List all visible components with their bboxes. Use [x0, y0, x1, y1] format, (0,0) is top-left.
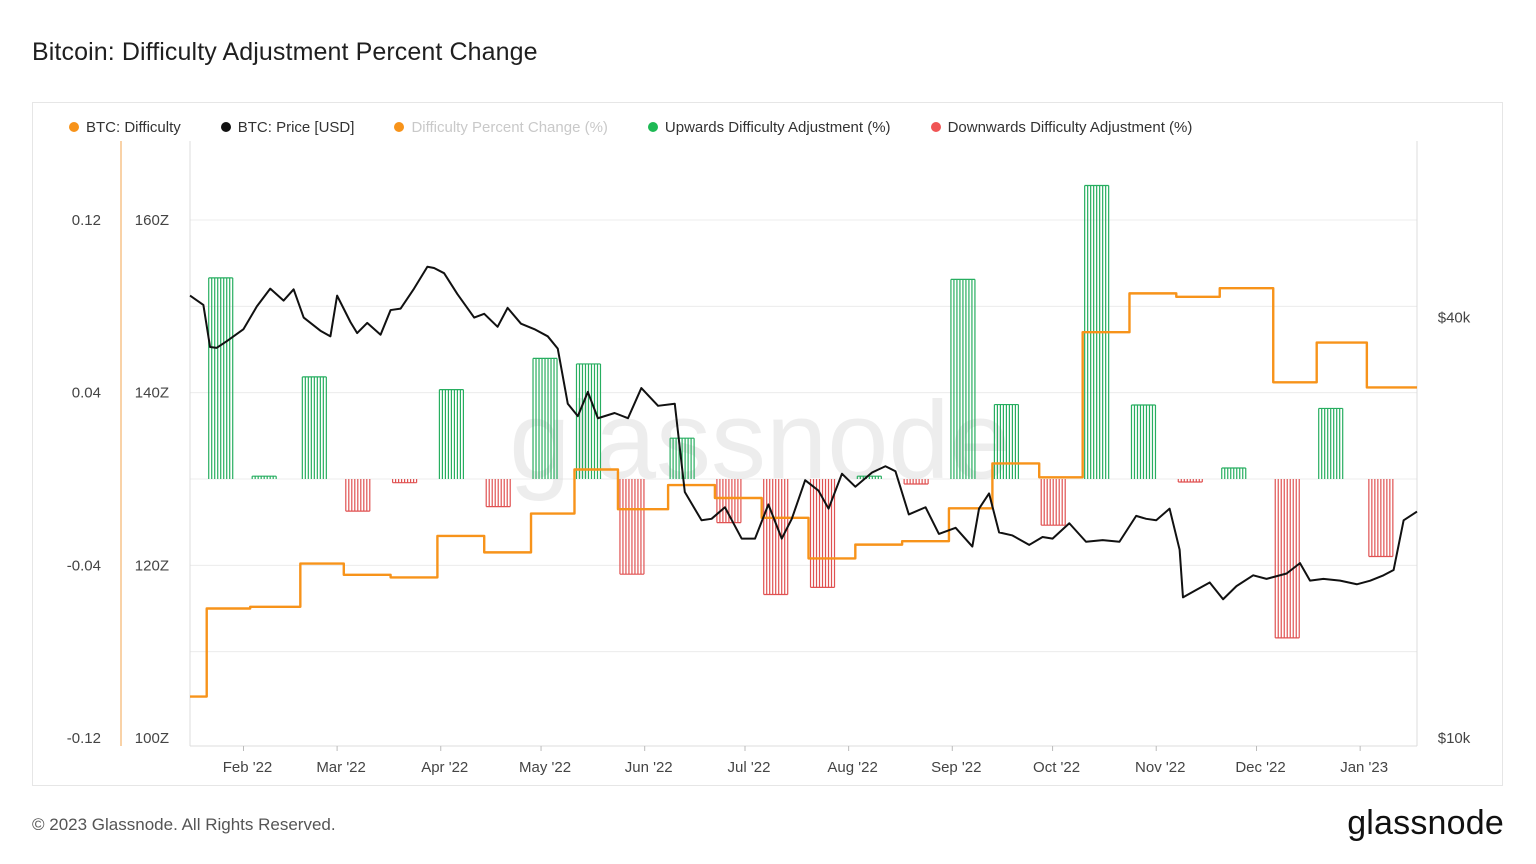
watermark: glassnode: [509, 379, 1011, 502]
legend-label: Downwards Difficulty Adjustment (%): [947, 118, 1193, 136]
chart-legend: BTC: Difficulty BTC: Price [USD] Difficu…: [69, 117, 1232, 137]
legend-dot-icon: [394, 122, 405, 132]
legend-item-price[interactable]: BTC: Price [USD]: [220, 118, 355, 136]
x-tick-label: Jul '22: [728, 759, 771, 776]
difficulty-tick-label: 140Z: [135, 385, 169, 402]
upward-adjustment-bar[interactable]: [532, 357, 558, 479]
downward-adjustment-bar[interactable]: [345, 479, 371, 512]
downward-adjustment-bar[interactable]: [809, 479, 836, 588]
difficulty-tick-label: 120Z: [135, 557, 169, 574]
x-tick-label: May '22: [519, 759, 571, 776]
upward-adjustment-bar[interactable]: [438, 389, 465, 479]
glassnode-logo: glassnode: [1347, 804, 1504, 842]
price-tick-label: $40k: [1438, 310, 1471, 327]
legend-item-percent-change[interactable]: Difficulty Percent Change (%): [394, 118, 608, 136]
legend-item-upwards[interactable]: Upwards Difficulty Adjustment (%): [647, 118, 891, 136]
legend-dot-icon: [930, 122, 941, 132]
price-tick-label: $10k: [1438, 730, 1471, 747]
percent-tick-label: 0.04: [72, 385, 101, 402]
chart-card: BTC: Difficulty BTC: Price [USD] Difficu…: [32, 102, 1503, 786]
downward-adjustment-bar[interactable]: [763, 479, 789, 596]
legend-label: Upwards Difficulty Adjustment (%): [664, 118, 891, 136]
upward-adjustment-bar[interactable]: [208, 277, 234, 479]
upward-adjustment-bar[interactable]: [950, 278, 976, 479]
legend-dot-icon: [220, 122, 231, 132]
upward-adjustment-bar[interactable]: [1221, 467, 1247, 479]
x-tick-label: Feb '22: [223, 759, 273, 776]
downward-adjustment-bar[interactable]: [619, 479, 645, 575]
downward-adjustment-bar[interactable]: [485, 479, 511, 508]
legend-item-downwards[interactable]: Downwards Difficulty Adjustment (%): [930, 118, 1193, 136]
legend-dot-icon: [647, 122, 658, 132]
x-tick-label: Jun '22: [625, 759, 673, 776]
x-tick-label: Mar '22: [316, 759, 366, 776]
downward-adjustment-bar[interactable]: [1177, 479, 1203, 483]
percent-tick-label: -0.04: [67, 557, 101, 574]
upward-adjustment-bar[interactable]: [993, 403, 1019, 479]
price-line: [189, 265, 1418, 601]
difficulty-line: [190, 287, 1417, 698]
legend-item-difficulty[interactable]: BTC: Difficulty: [69, 119, 181, 136]
x-tick-label: Apr '22: [421, 759, 468, 776]
x-tick-label: Jan '23: [1340, 759, 1388, 776]
upward-adjustment-bar[interactable]: [575, 363, 602, 479]
legend-dot-icon: [69, 122, 79, 132]
upward-adjustment-bar[interactable]: [856, 475, 882, 479]
upward-adjustment-bar[interactable]: [1130, 404, 1157, 479]
x-tick-label: Sep '22: [931, 759, 981, 776]
downward-adjustment-bar[interactable]: [903, 479, 929, 485]
upward-adjustment-bar[interactable]: [1318, 407, 1344, 479]
percent-tick-label: 0.12: [72, 212, 101, 229]
legend-label: BTC: Difficulty: [86, 118, 181, 136]
downward-adjustment-bar[interactable]: [1274, 479, 1300, 639]
x-tick-label: Dec '22: [1235, 759, 1285, 776]
percent-tick-label: -0.12: [67, 730, 101, 747]
upward-adjustment-bar[interactable]: [251, 475, 277, 479]
x-tick-label: Nov '22: [1135, 759, 1185, 776]
x-tick-label: Aug '22: [827, 759, 877, 776]
difficulty-tick-label: 100Z: [135, 730, 169, 747]
footer-copyright: © 2023 Glassnode. All Rights Reserved.: [32, 815, 336, 834]
legend-label: Difficulty Percent Change (%): [411, 118, 608, 136]
upward-adjustment-bar[interactable]: [301, 376, 327, 479]
downward-adjustment-bar[interactable]: [1040, 479, 1066, 526]
x-tick-label: Oct '22: [1033, 759, 1080, 776]
page-title: Bitcoin: Difficulty Adjustment Percent C…: [32, 38, 538, 66]
legend-label: BTC: Price [USD]: [237, 118, 355, 136]
difficulty-tick-label: 160Z: [135, 212, 169, 229]
downward-adjustment-bar[interactable]: [391, 479, 418, 484]
downward-adjustment-bar[interactable]: [1368, 479, 1394, 558]
